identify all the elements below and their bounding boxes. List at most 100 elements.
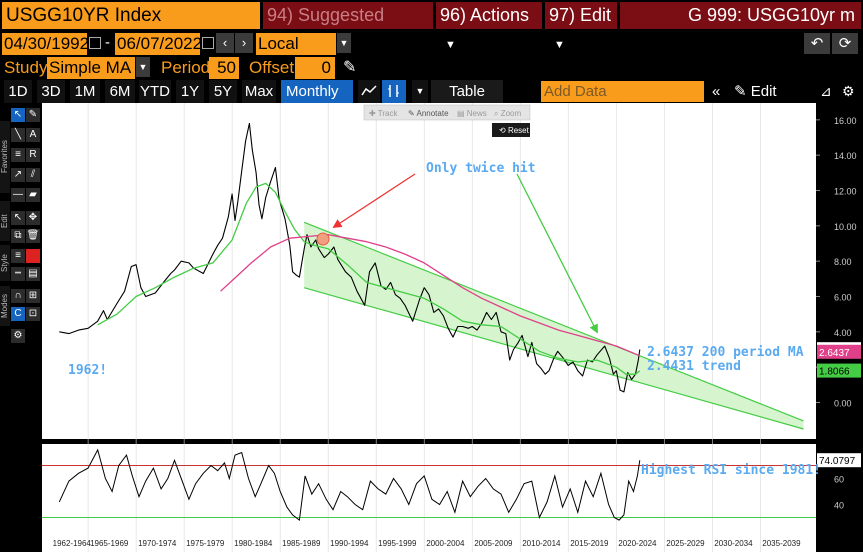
zoom-button[interactable]: ⌕ Zoom [494, 109, 521, 118]
lock-icon[interactable]: ⊞ [26, 289, 40, 303]
bar-chart-icon[interactable] [382, 80, 406, 103]
period-3d-button[interactable]: 3D [37, 80, 65, 103]
price-tag-label: 2.6437 [819, 348, 850, 359]
floating-chart-toolbar: ✚ Track ✎ Annotate ▤ News ⌕ Zoom ⟲ Reset [363, 104, 531, 137]
only-twice-annotation: Only twice hit [426, 161, 536, 176]
undo-icon[interactable]: ↶ [804, 33, 830, 54]
period-5y-button[interactable]: 5Y [209, 80, 237, 103]
gear-icon[interactable]: ⚙ [842, 83, 855, 99]
offset-input[interactable]: 0 [295, 57, 335, 79]
tab-favorites[interactable]: Favorites [0, 121, 10, 193]
track-button[interactable]: ✚ Track [369, 109, 398, 118]
period-1d-button[interactable]: 1D [4, 80, 32, 103]
refresh-icon[interactable]: ⟳ [832, 33, 858, 54]
horizontal-line-icon[interactable]: — [11, 188, 25, 202]
study-label: Study [4, 58, 48, 77]
annotate-button[interactable]: ✎ Annotate [408, 109, 449, 118]
date-separator: - [105, 34, 110, 51]
study-select[interactable]: Simple MA [47, 57, 135, 79]
edit-chart-button[interactable]: ✎ Edit Chart [734, 80, 816, 123]
cursor-icon[interactable]: ↖ [11, 108, 25, 122]
chevron-down-icon[interactable]: ▼ [337, 33, 351, 53]
fill-icon[interactable]: ▤ [26, 267, 40, 281]
tab-edit[interactable]: Edit [0, 201, 10, 241]
rsi-series-line [58, 448, 641, 522]
pattern-tool-icon[interactable]: ▰ [26, 188, 40, 202]
fib-tool-icon[interactable]: ≡ [11, 148, 25, 162]
news-button[interactable]: ▤ News [457, 109, 487, 118]
chevron-down-icon: ▼ [554, 39, 565, 51]
trash-icon[interactable]: 🗑 [26, 229, 40, 243]
period-ytd-button[interactable]: YTD [139, 80, 171, 103]
chevron-down-icon[interactable]: ▼ [136, 57, 150, 77]
x-tick-label: 2005-2009 [474, 539, 513, 548]
rsi-annotation: Highest RSI since 1981! [641, 463, 821, 478]
channel-tool-icon[interactable]: ⫽ [26, 168, 40, 182]
copy-icon[interactable]: ⧉ [11, 229, 25, 243]
tab-style[interactable]: Style [0, 245, 10, 281]
crosshair-icon[interactable]: C [11, 307, 25, 321]
y-tick-label: 12.00 [834, 187, 857, 197]
frequency-select[interactable]: Monthly ▼ [281, 80, 353, 122]
collapse-icon[interactable]: « [712, 83, 721, 100]
x-tick-label: 1980-1984 [234, 539, 273, 548]
select-icon[interactable]: ↖ [11, 211, 25, 225]
line-tool-icon[interactable]: ╲ [11, 128, 25, 142]
settings-icon[interactable]: ⚙ [11, 329, 25, 343]
period-max-button[interactable]: Max [242, 80, 276, 103]
x-tick-label: 2035-2039 [762, 539, 801, 548]
edit-menu-button[interactable]: 97) Edit ▼ [545, 2, 617, 51]
x-tick-label: 2030-2034 [714, 539, 753, 548]
trend-channel-fill [304, 222, 804, 429]
x-tick-label: 1975-1979 [186, 539, 225, 548]
actions-menu-button[interactable]: 96) Actions ▼ [436, 2, 542, 51]
period-1m-button[interactable]: 1M [70, 80, 100, 103]
sma50-series-line [97, 182, 641, 375]
offset-label: Offset [249, 58, 295, 77]
currency-select[interactable]: Local CCY [256, 33, 336, 75]
reset-button[interactable] [492, 123, 530, 137]
pencil-icon[interactable]: ✎ [343, 59, 357, 76]
sma200-series-line [220, 234, 641, 357]
floating-toolbar-bg [363, 104, 531, 121]
thickness-icon[interactable]: ≡ [11, 249, 25, 263]
end-date-field[interactable]: 06/07/2022 [115, 33, 203, 55]
color-icon[interactable] [26, 249, 40, 263]
period-label: Period [161, 58, 211, 77]
red-arrow [332, 173, 416, 228]
ray-tool-icon[interactable]: ↗ [11, 168, 25, 182]
chevron-right-icon[interactable]: › [235, 33, 253, 53]
chevron-left-icon[interactable]: ‹ [216, 33, 234, 53]
title-bar: USGG10YR Index 94) Suggested Charts 96) … [0, 0, 863, 52]
suggested-charts-button[interactable]: 94) Suggested Charts [263, 2, 433, 52]
chevron-down-icon[interactable]: ▼ [412, 80, 428, 103]
start-date-field[interactable]: 04/30/1992 [2, 33, 90, 55]
line-style-icon[interactable]: ┅ [11, 267, 25, 281]
security-index-field[interactable]: USGG10YR Index [2, 2, 260, 29]
price-chart[interactable]: 16.0014.0012.0010.008.006.004.002.000.00… [42, 103, 863, 552]
price-tag [817, 363, 861, 378]
calendar-icon[interactable] [202, 37, 214, 49]
rsi-tick-label: 40 [834, 501, 844, 511]
line-chart-icon[interactable] [358, 80, 380, 103]
period-input[interactable]: 50 [209, 57, 239, 79]
hit-marker [316, 232, 330, 246]
snap-icon[interactable]: ⊡ [26, 307, 40, 321]
ma200-annotation: 2.6437 200 period MA [647, 345, 804, 360]
move-icon[interactable]: ✥ [26, 211, 40, 225]
pen-icon[interactable]: ✎ [26, 108, 40, 122]
period-1y-button[interactable]: 1Y [176, 80, 204, 103]
date-range-bar: 04/30/1992 - 06/07/2022 ‹ › Local CCY ▼ … [0, 31, 863, 75]
edit-box-icon[interactable]: ⊿ [820, 83, 832, 99]
calendar-icon[interactable] [89, 37, 101, 49]
table-button[interactable]: Table [431, 80, 503, 103]
retracement-icon[interactable]: R [26, 148, 40, 162]
tab-modes[interactable]: Modes [0, 286, 10, 326]
trend-channel-upper [303, 221, 804, 422]
period-6m-button[interactable]: 6M [105, 80, 135, 103]
magnet-icon[interactable]: ∩ [11, 289, 25, 303]
text-tool-icon[interactable]: A [26, 128, 40, 142]
x-tick-label: 2000-2004 [426, 539, 465, 548]
x-tick-label: 1962-1964 [53, 539, 92, 548]
add-data-input[interactable]: Add Data [541, 81, 704, 102]
